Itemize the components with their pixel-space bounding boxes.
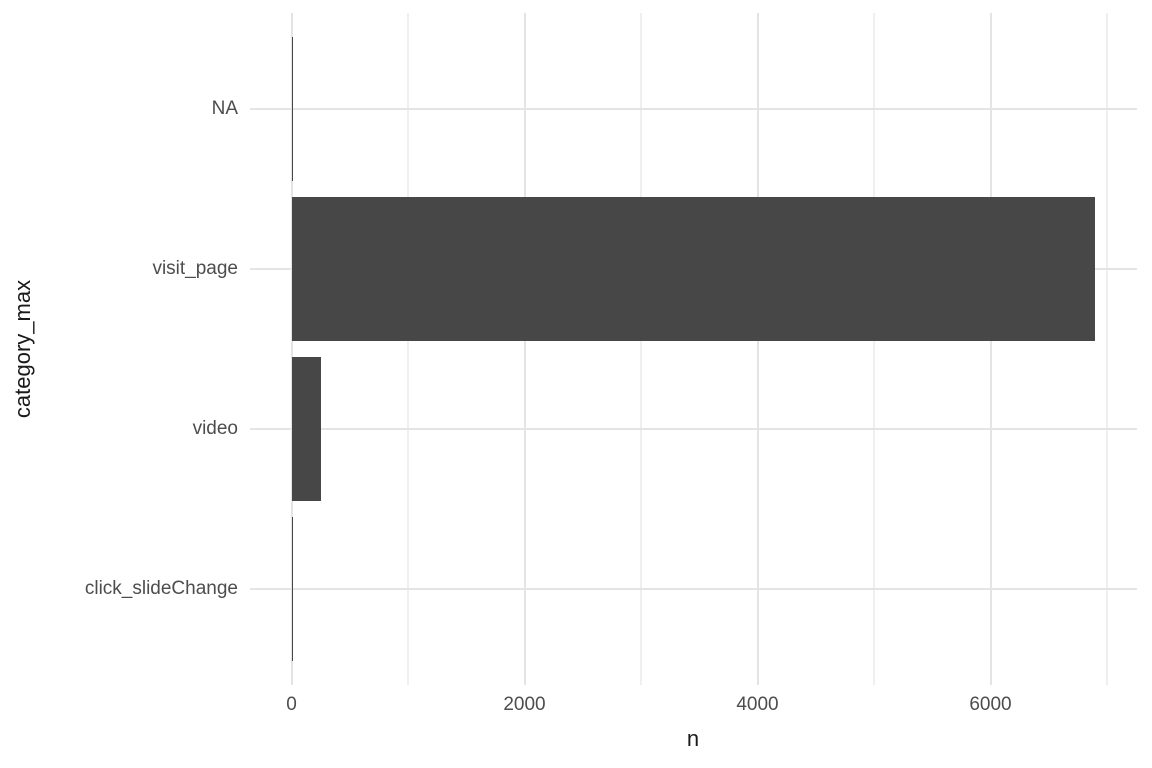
x-tick-label-4000: 4000 (736, 694, 779, 715)
gridline-x-minor (1106, 13, 1108, 685)
gridline-x-minor (873, 13, 875, 685)
gridline-x-minor (407, 13, 409, 685)
gridline-x-major (523, 13, 526, 685)
plot-panel (250, 13, 1137, 685)
x-tick-label-0: 0 (286, 694, 297, 715)
y-tick-label-video: video (192, 418, 238, 439)
y-tick-label-NA: NA (211, 98, 238, 119)
gridline-x-minor (640, 13, 642, 685)
gridline-y-major (250, 588, 1137, 590)
bar-NA (291, 37, 293, 181)
bar-video (291, 357, 321, 501)
y-axis-title: category_max (10, 279, 35, 419)
y-tick-label-visit_page: visit_page (152, 258, 238, 279)
x-axis-title: n (686, 726, 700, 751)
bar-visit_page (291, 197, 1096, 341)
gridline-x-major (290, 13, 293, 685)
gridline-y-major (250, 428, 1137, 430)
gridline-x-major (756, 13, 759, 685)
bar-click_slideChange (291, 517, 294, 661)
x-tick-label-6000: 6000 (969, 694, 1012, 715)
x-tick-label-2000: 2000 (503, 694, 546, 715)
gridline-y-major (250, 108, 1137, 110)
gridline-x-major (989, 13, 992, 685)
y-tick-label-click_slideChange: click_slideChange (84, 578, 238, 599)
